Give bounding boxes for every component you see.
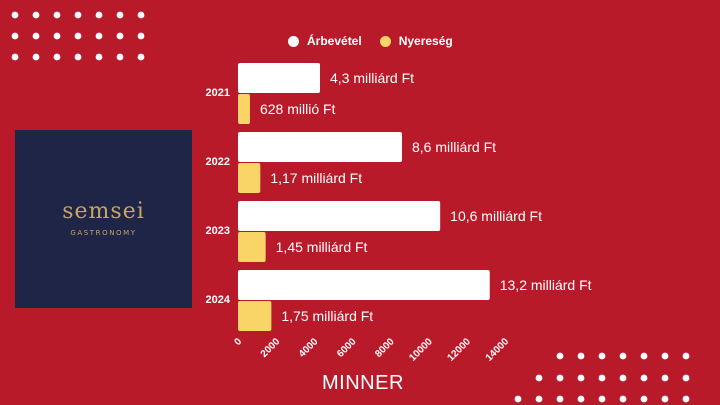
decor-dot	[74, 53, 82, 61]
profit-bar	[238, 232, 266, 262]
legend-label-revenue: Árbevétel	[307, 34, 362, 48]
decor-dot	[11, 32, 19, 40]
x-tick-label: 8000	[373, 336, 397, 360]
revenue-bar	[238, 132, 403, 162]
decor-dot	[74, 11, 82, 19]
decor-dot	[53, 11, 61, 19]
profit-bar	[238, 94, 250, 124]
decor-dot	[53, 53, 61, 61]
decor-dot	[137, 53, 145, 61]
decor-dot	[514, 395, 522, 403]
decor-dot	[577, 374, 585, 382]
y-tick-label: 2024	[206, 294, 231, 306]
decor-dot	[11, 11, 19, 19]
decor-dot	[661, 395, 669, 403]
decor-dot	[95, 53, 103, 61]
decor-dot	[640, 395, 648, 403]
decor-dot	[619, 395, 627, 403]
revenue-bar	[238, 63, 321, 93]
x-tick-label: 10000	[407, 336, 435, 364]
decor-dot	[535, 374, 543, 382]
decor-dot	[577, 395, 585, 403]
decor-dot	[577, 352, 585, 360]
decor-dot	[556, 374, 564, 382]
decor-dot	[32, 11, 40, 19]
decor-dot	[661, 352, 669, 360]
decor-dot	[116, 53, 124, 61]
revenue-data-label: 8,6 milliárd Ft	[412, 139, 496, 155]
profit-bar	[238, 163, 261, 193]
decor-dot	[682, 374, 690, 382]
decor-dot	[556, 352, 564, 360]
x-tick-label: 2000	[259, 336, 283, 360]
decor-dot	[116, 32, 124, 40]
semsei-logo-card: semsei GASTRONOMY	[15, 130, 192, 308]
revenue-bar	[238, 201, 441, 231]
decor-dot	[682, 352, 690, 360]
decor-dot	[11, 53, 19, 61]
decor-dot	[95, 32, 103, 40]
profit-bar	[238, 301, 272, 331]
decor-dot	[95, 11, 103, 19]
decor-dot	[32, 32, 40, 40]
revenue-bar	[238, 270, 490, 300]
decor-dot	[32, 53, 40, 61]
profit-data-label: 1,17 milliárd Ft	[270, 170, 362, 186]
profit-data-label: 628 millió Ft	[260, 101, 336, 117]
y-tick-label: 2021	[206, 87, 230, 99]
profit-data-label: 1,45 milliárd Ft	[276, 239, 368, 255]
decor-dot	[640, 352, 648, 360]
legend-swatch-revenue	[288, 35, 299, 47]
revenue-data-label: 13,2 milliárd Ft	[500, 277, 592, 293]
legend-item-profit: Nyereség	[379, 34, 453, 48]
chart-legend: Árbevétel Nyereség	[288, 34, 471, 48]
decor-dot	[116, 11, 124, 19]
x-tick-label: 4000	[297, 336, 321, 360]
legend-item-revenue: Árbevétel	[288, 34, 362, 48]
decor-dot	[619, 374, 627, 382]
decor-dot	[137, 32, 145, 40]
x-tick-label: 6000	[335, 336, 359, 360]
x-tick-label: 12000	[446, 336, 474, 364]
decor-dot	[556, 395, 564, 403]
legend-label-profit: Nyereség	[398, 34, 453, 48]
y-tick-label: 2023	[206, 225, 230, 237]
source-label: MINNER	[322, 372, 404, 394]
decor-dot	[619, 352, 627, 360]
x-tick-label: 0	[232, 336, 244, 348]
y-tick-label: 2022	[206, 156, 230, 168]
logo-wordmark: semsei	[62, 199, 145, 224]
decor-dot	[74, 32, 82, 40]
revenue-data-label: 4,3 milliárd Ft	[330, 70, 414, 86]
decor-dot	[53, 32, 61, 40]
decor-dot	[661, 374, 669, 382]
decor-dot	[598, 374, 606, 382]
decor-dot	[598, 395, 606, 403]
decor-dot	[682, 395, 690, 403]
x-tick-label: 14000	[484, 336, 512, 364]
profit-data-label: 1,75 milliárd Ft	[281, 308, 373, 324]
decor-dot	[640, 374, 648, 382]
decor-dot	[137, 11, 145, 19]
logo-subtitle: GASTRONOMY	[70, 229, 137, 237]
legend-swatch-profit	[379, 35, 391, 47]
decor-dot	[535, 395, 543, 403]
decor-dot	[598, 352, 606, 360]
revenue-data-label: 10,6 milliárd Ft	[450, 208, 542, 224]
